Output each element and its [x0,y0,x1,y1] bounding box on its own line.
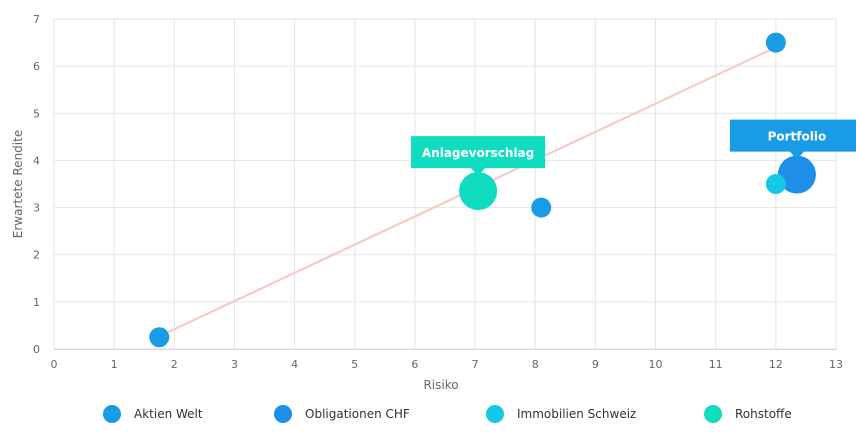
y-axis-ticks: 0 1 2 3 4 5 6 7 [33,13,40,356]
x-tick-label: 0 [51,358,58,371]
legend-label-obligationen-chf: Obligationen CHF [305,407,410,421]
x-tick-label: 4 [291,358,298,371]
x-tick-label: 10 [649,358,663,371]
legend-marker-obligationen-chf [274,405,292,423]
point-obligationen-chf [777,155,816,194]
x-tick-label: 5 [351,358,358,371]
y-tick-label: 0 [33,343,40,356]
legend-marker-aktien-welt [103,405,121,423]
grid-lines [53,18,837,350]
callout-portfolio-box [729,119,856,160]
y-tick-label: 6 [33,60,40,73]
y-tick-label: 4 [33,154,40,167]
x-tick-label: 6 [411,358,418,371]
y-axis-title: Erwartete Rendite [11,130,25,238]
x-tick-label: 13 [829,358,843,371]
annotations: Anlagevorschlag Portfolio [411,119,856,177]
x-tick-label: 7 [472,358,479,371]
y-tick-label: 3 [33,202,40,215]
point-aktien-welt [531,197,552,218]
x-axis-title: Risiko [423,378,458,392]
legend-label-immobilien-schweiz: Immobilien Schweiz [517,407,636,421]
callout-portfolio-text: Portfolio [768,130,827,144]
y-tick-label: 2 [33,249,40,262]
x-tick-label: 2 [171,358,178,371]
y-tick-label: 5 [33,107,40,120]
y-tick-label: 7 [33,13,40,26]
legend-label-aktien-welt: Aktien Welt [134,407,203,421]
x-tick-label: 1 [111,358,118,371]
callout-anlagevorschlag-box [411,136,546,177]
x-tick-label: 8 [532,358,539,371]
x-axis-ticks: 0 1 2 3 4 5 6 7 8 9 10 11 12 13 [51,358,844,371]
legend-marker-immobilien-schweiz [486,405,504,423]
point-aktien-welt [149,327,170,348]
x-tick-label: 12 [769,358,783,371]
legend: Aktien Welt Obligationen CHF Immobilien Sc… [103,405,792,423]
y-tick-label: 1 [33,296,40,309]
point-aktien-welt [765,32,786,53]
point-immobilien-schweiz [765,174,786,194]
x-tick-label: 9 [592,358,599,371]
point-rohstoffe [459,172,498,211]
legend-label-rohstoffe: Rohstoffe [735,407,792,421]
legend-marker-rohstoffe [704,405,722,423]
callout-anlagevorschlag-text: Anlagevorschlag [422,146,534,160]
x-tick-label: 3 [231,358,238,371]
x-tick-label: 11 [709,358,723,371]
data-points [149,32,816,348]
